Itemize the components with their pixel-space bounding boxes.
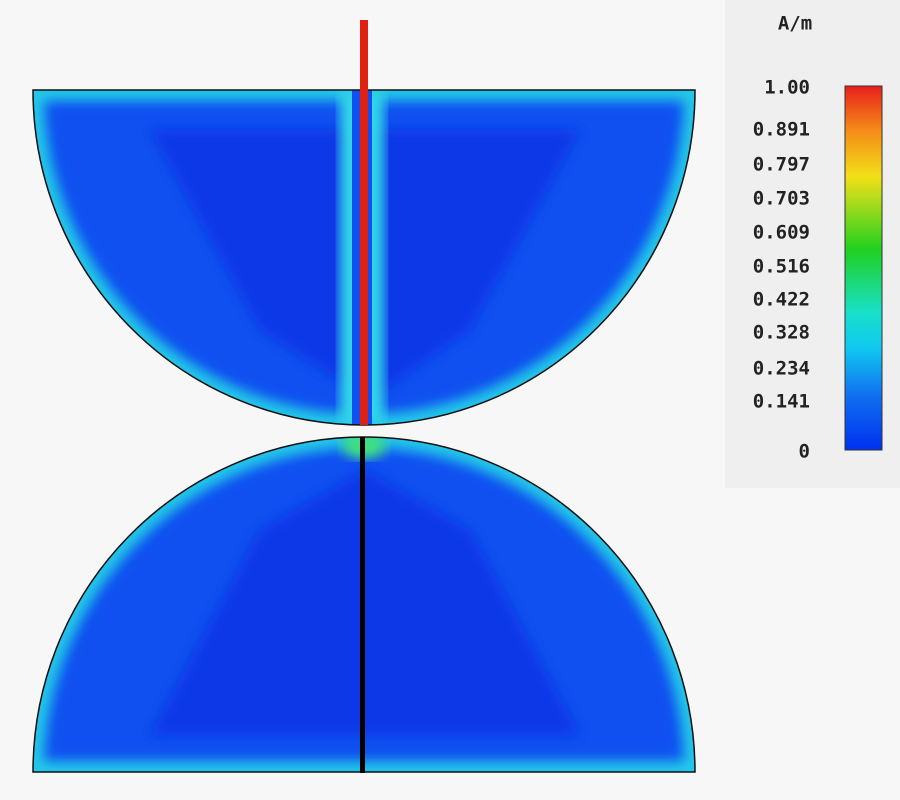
lower-outline <box>32 436 696 773</box>
colorbar-label: 0 <box>799 441 810 463</box>
colorbar-label: 0.141 <box>753 391 810 413</box>
colorbar-unit: A/m <box>778 13 812 35</box>
colorbar-label: 0.328 <box>753 322 810 344</box>
colorbar-label: 0.703 <box>753 188 810 210</box>
colorbar-label: 0.891 <box>753 119 810 141</box>
colorbar-label: 0.516 <box>753 256 810 278</box>
colorbar-label: 1.00 <box>764 77 810 99</box>
colorbar-label: 0.422 <box>753 289 810 311</box>
colorbar-label: 0.609 <box>753 222 810 244</box>
colorbar <box>844 85 883 451</box>
upper-outline <box>32 89 696 426</box>
feed-line <box>360 20 368 425</box>
colorbar-label: 0.234 <box>753 358 810 380</box>
colorbar-labels: 1.00 0.891 0.797 0.703 0.609 0.516 0.422 0.328 0… <box>753 77 810 463</box>
colorbar-label: 0.797 <box>753 154 810 176</box>
ground-line <box>360 437 365 773</box>
